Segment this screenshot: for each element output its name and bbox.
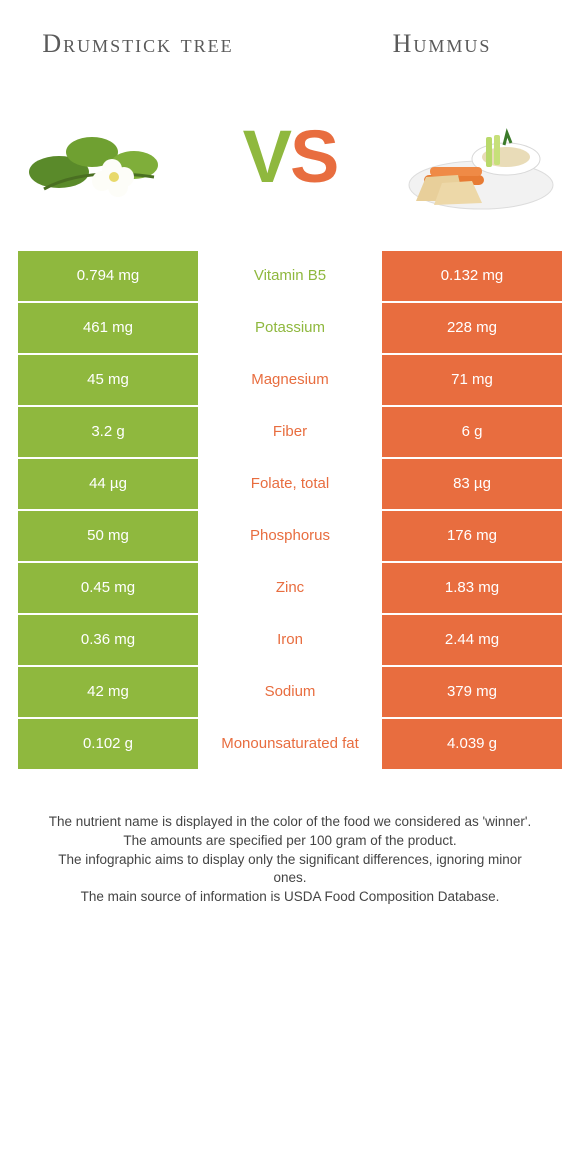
nutrient-name: Phosphorus [198,511,382,561]
left-food-title: Drumstick tree [38,30,238,59]
nutrient-right-value: 0.132 mg [382,251,562,301]
right-food-image [386,97,556,217]
nutrient-name: Vitamin B5 [198,251,382,301]
nutrient-left-value: 0.794 mg [18,251,198,301]
left-food-image [24,97,194,217]
drumstick-tree-icon [24,97,194,217]
nutrient-name: Zinc [198,563,382,613]
nutrient-right-value: 83 µg [382,459,562,509]
nutrient-name: Fiber [198,407,382,457]
nutrient-right-value: 71 mg [382,355,562,405]
footnote-line: The main source of information is USDA F… [46,888,534,906]
vs-row: VS [18,97,562,217]
footnote-line: The infographic aims to display only the… [46,851,534,887]
nutrient-right-value: 6 g [382,407,562,457]
nutrient-right-value: 228 mg [382,303,562,353]
nutrient-row: 44 µgFolate, total83 µg [18,459,562,509]
footnote-line: The amounts are specified per 100 gram o… [46,832,534,850]
footnote-line: The nutrient name is displayed in the co… [46,813,534,831]
infographic-container: Drumstick tree Hummus VS [0,0,580,907]
nutrient-left-value: 42 mg [18,667,198,717]
nutrient-right-value: 1.83 mg [382,563,562,613]
vs-label: VS [243,114,338,199]
nutrient-left-value: 0.45 mg [18,563,198,613]
nutrient-table: 0.794 mgVitamin B50.132 mg461 mgPotassiu… [18,251,562,769]
nutrient-left-value: 45 mg [18,355,198,405]
nutrient-name: Monounsaturated fat [198,719,382,769]
nutrient-row: 0.45 mgZinc1.83 mg [18,563,562,613]
nutrient-name: Potassium [198,303,382,353]
titles-row: Drumstick tree Hummus [18,20,562,67]
nutrient-row: 45 mgMagnesium71 mg [18,355,562,405]
hummus-icon [386,97,556,217]
nutrient-left-value: 0.102 g [18,719,198,769]
nutrient-row: 42 mgSodium379 mg [18,667,562,717]
nutrient-right-value: 176 mg [382,511,562,561]
nutrient-name: Sodium [198,667,382,717]
nutrient-right-value: 4.039 g [382,719,562,769]
nutrient-right-value: 379 mg [382,667,562,717]
nutrient-row: 50 mgPhosphorus176 mg [18,511,562,561]
footnotes: The nutrient name is displayed in the co… [18,813,562,907]
nutrient-row: 0.794 mgVitamin B50.132 mg [18,251,562,301]
nutrient-left-value: 461 mg [18,303,198,353]
nutrient-left-value: 0.36 mg [18,615,198,665]
nutrient-row: 0.102 gMonounsaturated fat4.039 g [18,719,562,769]
nutrient-row: 3.2 gFiber6 g [18,407,562,457]
nutrient-name: Folate, total [198,459,382,509]
right-food-title: Hummus [342,30,542,59]
nutrient-left-value: 50 mg [18,511,198,561]
nutrient-left-value: 3.2 g [18,407,198,457]
nutrient-row: 461 mgPotassium228 mg [18,303,562,353]
nutrient-row: 0.36 mgIron2.44 mg [18,615,562,665]
nutrient-left-value: 44 µg [18,459,198,509]
nutrient-right-value: 2.44 mg [382,615,562,665]
nutrient-name: Magnesium [198,355,382,405]
nutrient-name: Iron [198,615,382,665]
